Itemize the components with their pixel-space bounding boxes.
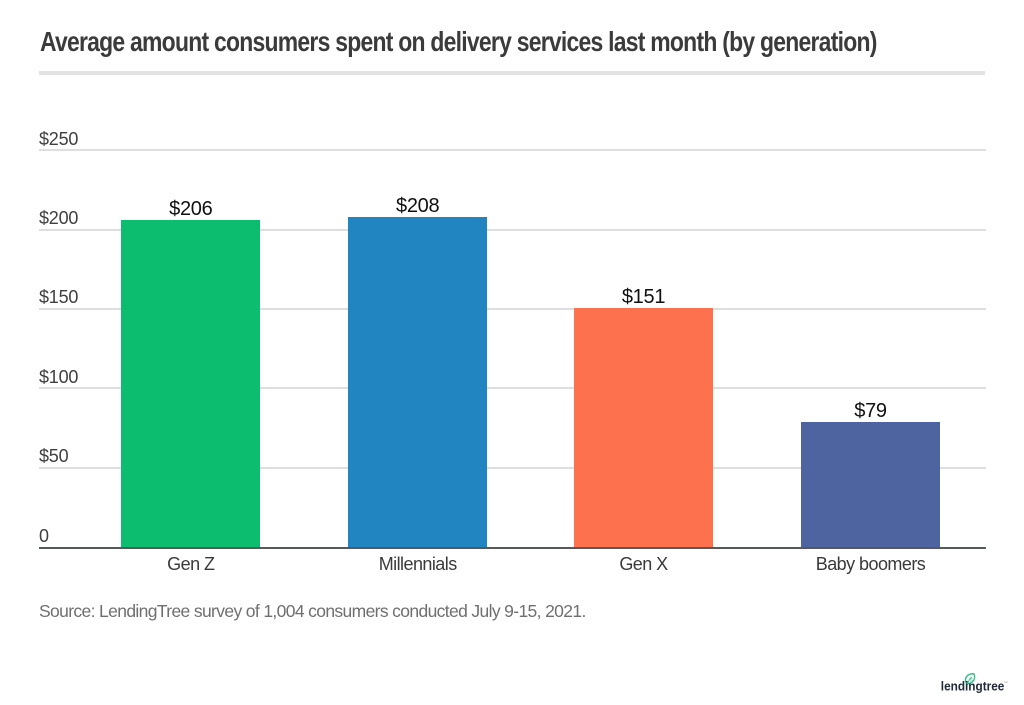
svg-text:™: ™ — [1004, 681, 1009, 686]
svg-text:lendingtree: lendingtree — [941, 679, 1005, 693]
